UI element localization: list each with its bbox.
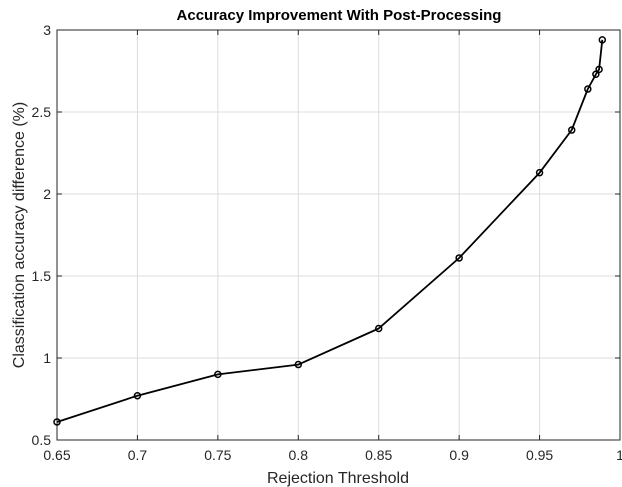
x-tick-label: 0.85 bbox=[365, 447, 392, 463]
y-tick-label: 0.5 bbox=[32, 432, 52, 448]
data-point bbox=[455, 254, 463, 262]
x-tick-label: 0.75 bbox=[204, 447, 231, 463]
y-tick-label: 2 bbox=[43, 186, 51, 202]
plot-area-frame bbox=[56, 29, 621, 441]
data-point bbox=[133, 391, 142, 400]
y-axis: 0.5 1 1.5 2 2.5 3 bbox=[32, 22, 620, 448]
y-tick-label: 3 bbox=[43, 22, 51, 38]
data-point bbox=[535, 168, 544, 177]
y-axis-label: Classification accuracy difference (%) bbox=[11, 102, 28, 368]
series-line bbox=[56, 39, 604, 423]
y-tick-label: 1 bbox=[43, 350, 51, 366]
data-point bbox=[53, 418, 61, 426]
x-axis: 0.65 0.7 0.75 0.8 0.85 0.9 0.95 1 bbox=[43, 30, 622, 463]
data-point bbox=[567, 126, 576, 134]
x-tick-label: 1 bbox=[616, 447, 622, 463]
x-tick-label: 0.9 bbox=[449, 447, 469, 463]
x-axis-label: Rejection Threshold bbox=[267, 470, 409, 487]
grid-lines bbox=[56, 29, 621, 441]
data-point bbox=[584, 85, 592, 93]
data-point bbox=[214, 370, 222, 379]
y-tick-label: 1.5 bbox=[32, 268, 52, 284]
x-tick-label: 0.7 bbox=[128, 447, 148, 463]
data-point bbox=[595, 65, 603, 74]
x-tick-label: 0.8 bbox=[289, 447, 309, 463]
data-point bbox=[598, 36, 607, 44]
data-point bbox=[374, 324, 383, 333]
x-tick-label: 0.95 bbox=[526, 447, 553, 463]
chart-title: Accuracy Improvement With Post-Processin… bbox=[177, 7, 502, 24]
series-group bbox=[53, 36, 607, 426]
data-point bbox=[294, 360, 303, 369]
x-tick-label: 0.65 bbox=[43, 447, 70, 463]
y-tick-label: 2.5 bbox=[32, 104, 52, 120]
